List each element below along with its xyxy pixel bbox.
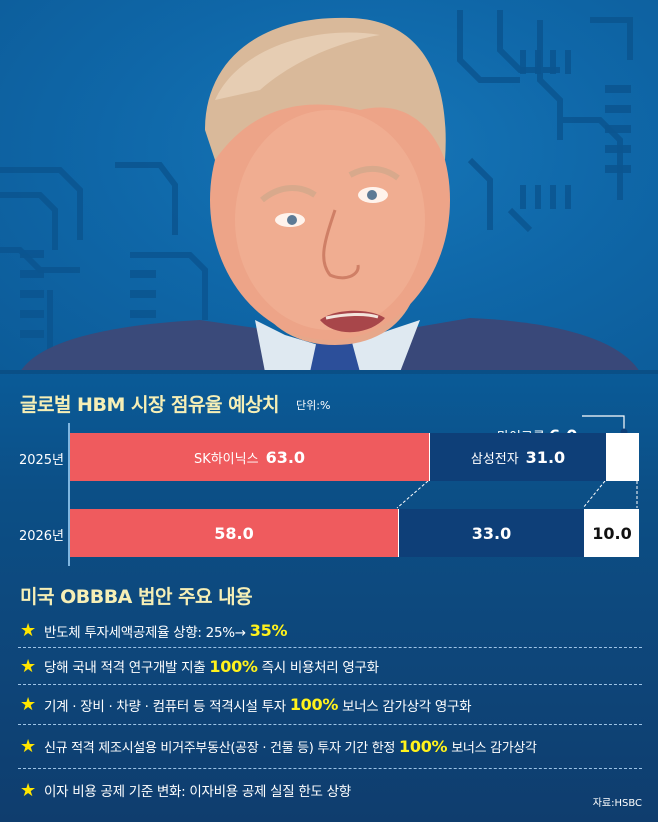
segment-micron-2026: 10.0 [584,509,639,557]
item-text: 당해 국내 적격 연구개발 지출 [44,660,206,676]
chart-unit-label: 단위:% [296,399,331,412]
item-text: 기계 · 장비 · 차량 · 컴퓨터 등 적격시설 투자 [44,698,286,715]
segment-name: 삼성전자 [470,451,519,467]
item-highlight: 100% [399,737,448,756]
star-icon: ★ [20,655,36,677]
photo-separator [0,370,658,374]
list-item: ★ 신규 적격 제조시설용 비거주부동산(공장 · 건물 등) 투자 기간 한정… [18,725,642,769]
segment-micron-2025 [606,433,639,481]
item-text-post: 보너스 감가상각 [451,741,537,756]
item-text-post: 즉시 비용처리 영구화 [261,660,379,676]
year-label-2026: 2026년 [18,529,64,544]
segment-samsung-2026: 33.0 [398,509,584,557]
segment-value: 58.0 [214,523,254,543]
hero-photo [0,0,658,372]
item-text: 신규 적격 제조시설용 비거주부동산(공장 · 건물 등) 투자 기간 한정 [44,741,396,756]
star-icon: ★ [20,694,36,715]
list-item: ★ 이자 비용 공제 기준 변화: 이자비용 공제 실질 한도 상향 [18,769,642,811]
segment-sk-hynix-2025: SK하이닉스 63.0 [70,433,429,481]
item-highlight: 100% [209,656,258,676]
segment-value: 10.0 [592,523,632,543]
segment-samsung-2025: 삼성전자 31.0 [429,433,606,481]
circuit-pattern-illustration [0,10,633,372]
list-item: ★ 반도체 투자세액공제율 상향: 25%→ 35% [18,614,642,648]
obbba-list: ★ 반도체 투자세액공제율 상향: 25%→ 35% ★ 당해 국내 적격 연구… [18,614,642,811]
star-icon: ★ [20,779,36,801]
segment-sk-hynix-2026: 58.0 [70,509,398,557]
chart-axis-line [68,423,70,566]
year-label-2025: 2025년 [18,453,64,468]
obbba-section-title: 미국 OBBBA 법안 주요 내용 [20,586,253,608]
bar-2025: SK하이닉스 63.0 삼성전자 31.0 [70,433,639,481]
item-highlight: 100% [289,695,339,714]
item-text: 이자 비용 공제 기준 변화: 이자비용 공제 실질 한도 상향 [44,784,351,800]
segment-value: 33.0 [471,523,512,543]
list-item: ★ 기계 · 장비 · 차량 · 컴퓨터 등 적격시설 투자 100% 보너스 … [18,685,642,725]
item-highlight: 35% [249,621,288,640]
item-text: 반도체 투자세액공제율 상향: 25%→ [44,624,246,641]
chart-title: 글로벌 HBM 시장 점유율 예상치 [20,394,280,416]
star-icon: ★ [20,736,36,757]
item-text-post: 보너스 감가상각 영구화 [342,698,472,715]
bar-2026: 58.0 33.0 10.0 [70,509,639,557]
segment-value: 63.0 [265,447,306,467]
segment-value: 31.0 [525,447,566,467]
star-icon: ★ [20,620,36,641]
segment-name: SK하이닉스 [193,451,259,467]
list-item: ★ 당해 국내 적격 연구개발 지출 100% 즉시 비용처리 영구화 [18,648,642,685]
portrait-illustration [20,17,640,372]
source-label: 자료:HSBC [592,798,642,809]
